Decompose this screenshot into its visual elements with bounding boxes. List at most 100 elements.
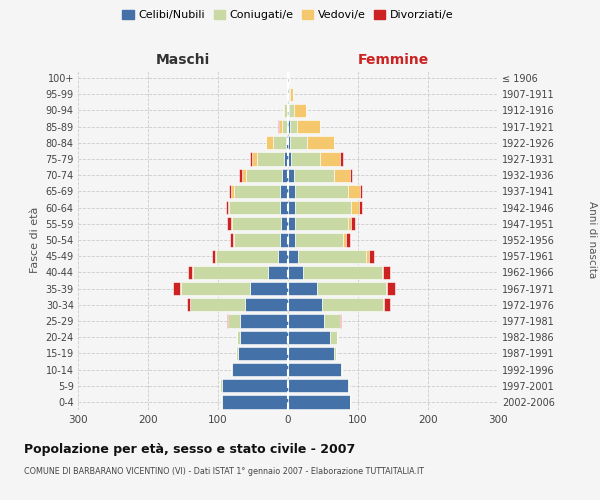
Bar: [325, 314, 340, 328]
Bar: [237, 330, 241, 344]
Bar: [295, 201, 351, 214]
Bar: [226, 201, 228, 214]
Bar: [320, 152, 340, 166]
Bar: [278, 120, 279, 134]
Bar: [241, 330, 288, 344]
Bar: [221, 396, 288, 408]
Bar: [192, 266, 193, 279]
Bar: [340, 314, 341, 328]
Bar: [330, 330, 337, 344]
Bar: [343, 234, 346, 246]
Bar: [188, 266, 192, 279]
Bar: [232, 363, 288, 376]
Bar: [227, 217, 232, 230]
Bar: [382, 266, 383, 279]
Bar: [229, 201, 280, 214]
Bar: [229, 185, 232, 198]
Bar: [291, 152, 320, 166]
Bar: [347, 217, 351, 230]
Legend: Celibi/Nubili, Coniugati/e, Vedovi/e, Divorziati/e: Celibi/Nubili, Coniugati/e, Vedovi/e, Di…: [118, 6, 458, 25]
Bar: [250, 152, 251, 166]
Bar: [286, 136, 288, 149]
Bar: [234, 234, 280, 246]
Bar: [347, 379, 349, 392]
Bar: [288, 282, 317, 295]
Bar: [351, 201, 359, 214]
Bar: [173, 282, 180, 295]
Text: Anni di nascita: Anni di nascita: [587, 202, 597, 278]
Bar: [288, 104, 289, 117]
Bar: [341, 363, 342, 376]
Bar: [288, 72, 289, 85]
Bar: [288, 330, 330, 344]
Bar: [290, 88, 293, 101]
Bar: [383, 266, 390, 279]
Bar: [245, 298, 288, 312]
Bar: [293, 104, 306, 117]
Bar: [279, 120, 283, 134]
Bar: [287, 88, 288, 101]
Bar: [215, 250, 216, 263]
Bar: [288, 234, 295, 246]
Bar: [283, 120, 287, 134]
Bar: [347, 185, 360, 198]
Bar: [180, 282, 181, 295]
Bar: [289, 88, 290, 101]
Bar: [273, 136, 286, 149]
Bar: [287, 72, 288, 85]
Bar: [295, 217, 347, 230]
Bar: [387, 282, 395, 295]
Bar: [290, 120, 297, 134]
Bar: [288, 185, 295, 198]
Bar: [307, 136, 334, 149]
Text: Popolazione per età, sesso e stato civile - 2007: Popolazione per età, sesso e stato civil…: [24, 442, 355, 456]
Bar: [290, 136, 307, 149]
Bar: [288, 266, 304, 279]
Bar: [350, 168, 352, 182]
Bar: [228, 201, 229, 214]
Bar: [239, 168, 242, 182]
Bar: [304, 266, 382, 279]
Bar: [346, 234, 350, 246]
Bar: [287, 120, 288, 134]
Bar: [238, 346, 288, 360]
Bar: [384, 298, 389, 312]
Bar: [228, 314, 241, 328]
Bar: [359, 201, 362, 214]
Bar: [281, 217, 288, 230]
Bar: [280, 185, 288, 198]
Bar: [193, 266, 268, 279]
Bar: [242, 168, 246, 182]
Bar: [230, 363, 232, 376]
Bar: [288, 88, 289, 101]
Bar: [288, 314, 325, 328]
Bar: [289, 104, 293, 117]
Text: Femmine: Femmine: [358, 54, 428, 68]
Bar: [232, 217, 281, 230]
Bar: [386, 282, 387, 295]
Bar: [230, 234, 233, 246]
Bar: [293, 168, 334, 182]
Text: Maschi: Maschi: [156, 54, 210, 68]
Bar: [295, 185, 347, 198]
Bar: [288, 363, 341, 376]
Bar: [280, 201, 288, 214]
Bar: [288, 298, 322, 312]
Bar: [216, 250, 277, 263]
Bar: [340, 152, 343, 166]
Bar: [298, 250, 367, 263]
Bar: [232, 185, 234, 198]
Bar: [190, 298, 245, 312]
Bar: [295, 234, 343, 246]
Bar: [297, 120, 320, 134]
Bar: [288, 250, 298, 263]
Bar: [212, 250, 215, 263]
Bar: [221, 379, 288, 392]
Bar: [284, 104, 287, 117]
Bar: [288, 379, 347, 392]
Bar: [288, 136, 290, 149]
Bar: [287, 104, 288, 117]
Bar: [288, 201, 295, 214]
Bar: [317, 282, 386, 295]
Bar: [288, 217, 295, 230]
